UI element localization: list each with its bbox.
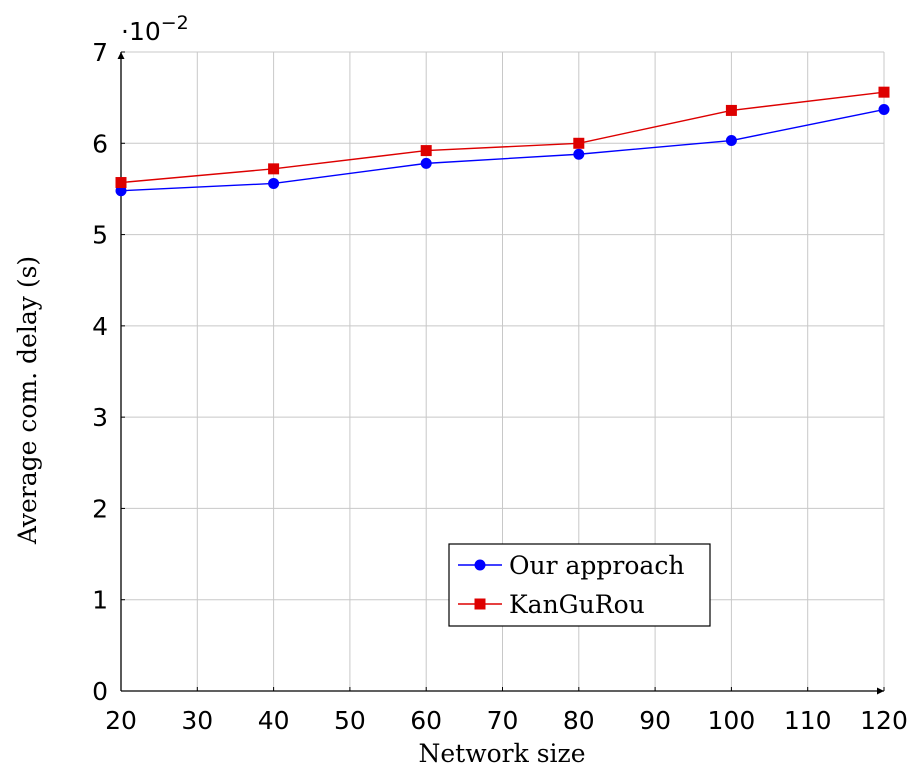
ticks: 20 30 40 50 60 70 80 90 100 110 120 0 1 2 3 4 5 6 7	[92, 38, 908, 735]
y-tick-label: 0	[92, 677, 108, 706]
data-point-kangurou	[725, 104, 737, 116]
legend-marker-our-approach	[474, 559, 486, 571]
x-tick-label: 80	[563, 706, 595, 735]
data-point-our-approach	[878, 104, 890, 116]
y-tick-label: 6	[92, 129, 108, 158]
data-point-kangurou	[878, 86, 890, 98]
y-tick-label: 7	[92, 38, 108, 67]
data-point-kangurou	[420, 145, 432, 157]
legend-marker-kangurou	[474, 598, 486, 610]
x-tick-label: 30	[181, 706, 213, 735]
y-scale-base: ·10	[121, 17, 161, 46]
data-point-our-approach	[420, 157, 432, 169]
y-scale-exponent: −2	[161, 12, 189, 34]
series	[115, 86, 890, 197]
x-tick-label: 110	[784, 706, 832, 735]
data-point-our-approach	[268, 177, 280, 189]
data-point-our-approach	[725, 135, 737, 147]
series-line-our-approach	[120, 108, 885, 192]
data-point-kangurou	[268, 163, 280, 175]
legend: Our approach KanGuRou	[448, 543, 711, 627]
legend-label-kangurou: KanGuRou	[509, 590, 645, 619]
x-tick-label: 50	[334, 706, 366, 735]
x-axis-arrow	[877, 687, 884, 695]
legend-box	[448, 543, 711, 627]
x-tick-label: 40	[258, 706, 290, 735]
y-tick-label: 3	[92, 403, 108, 432]
y-tick-label: 2	[92, 494, 108, 523]
y-tick-label: 1	[92, 586, 108, 615]
y-axis-arrow	[117, 52, 125, 59]
x-tick-label: 100	[708, 706, 756, 735]
y-tick-label: 4	[92, 312, 108, 341]
y-tick-label: 5	[92, 221, 108, 250]
x-tick-label: 90	[639, 706, 671, 735]
x-tick-label: 60	[410, 706, 442, 735]
series-line-kangurou	[120, 91, 885, 184]
x-axis-label: Network size	[418, 739, 585, 768]
data-point-kangurou	[115, 177, 127, 189]
y-axis-label: Average com. delay (s)	[13, 256, 42, 545]
legend-label-our-approach: Our approach	[509, 551, 684, 580]
data-point-kangurou	[573, 137, 585, 149]
x-tick-label: 70	[487, 706, 519, 735]
x-tick-label: 20	[105, 706, 137, 735]
data-point-our-approach	[573, 148, 585, 160]
y-scale-label: ·10−2	[121, 12, 189, 46]
x-tick-label: 120	[860, 706, 908, 735]
